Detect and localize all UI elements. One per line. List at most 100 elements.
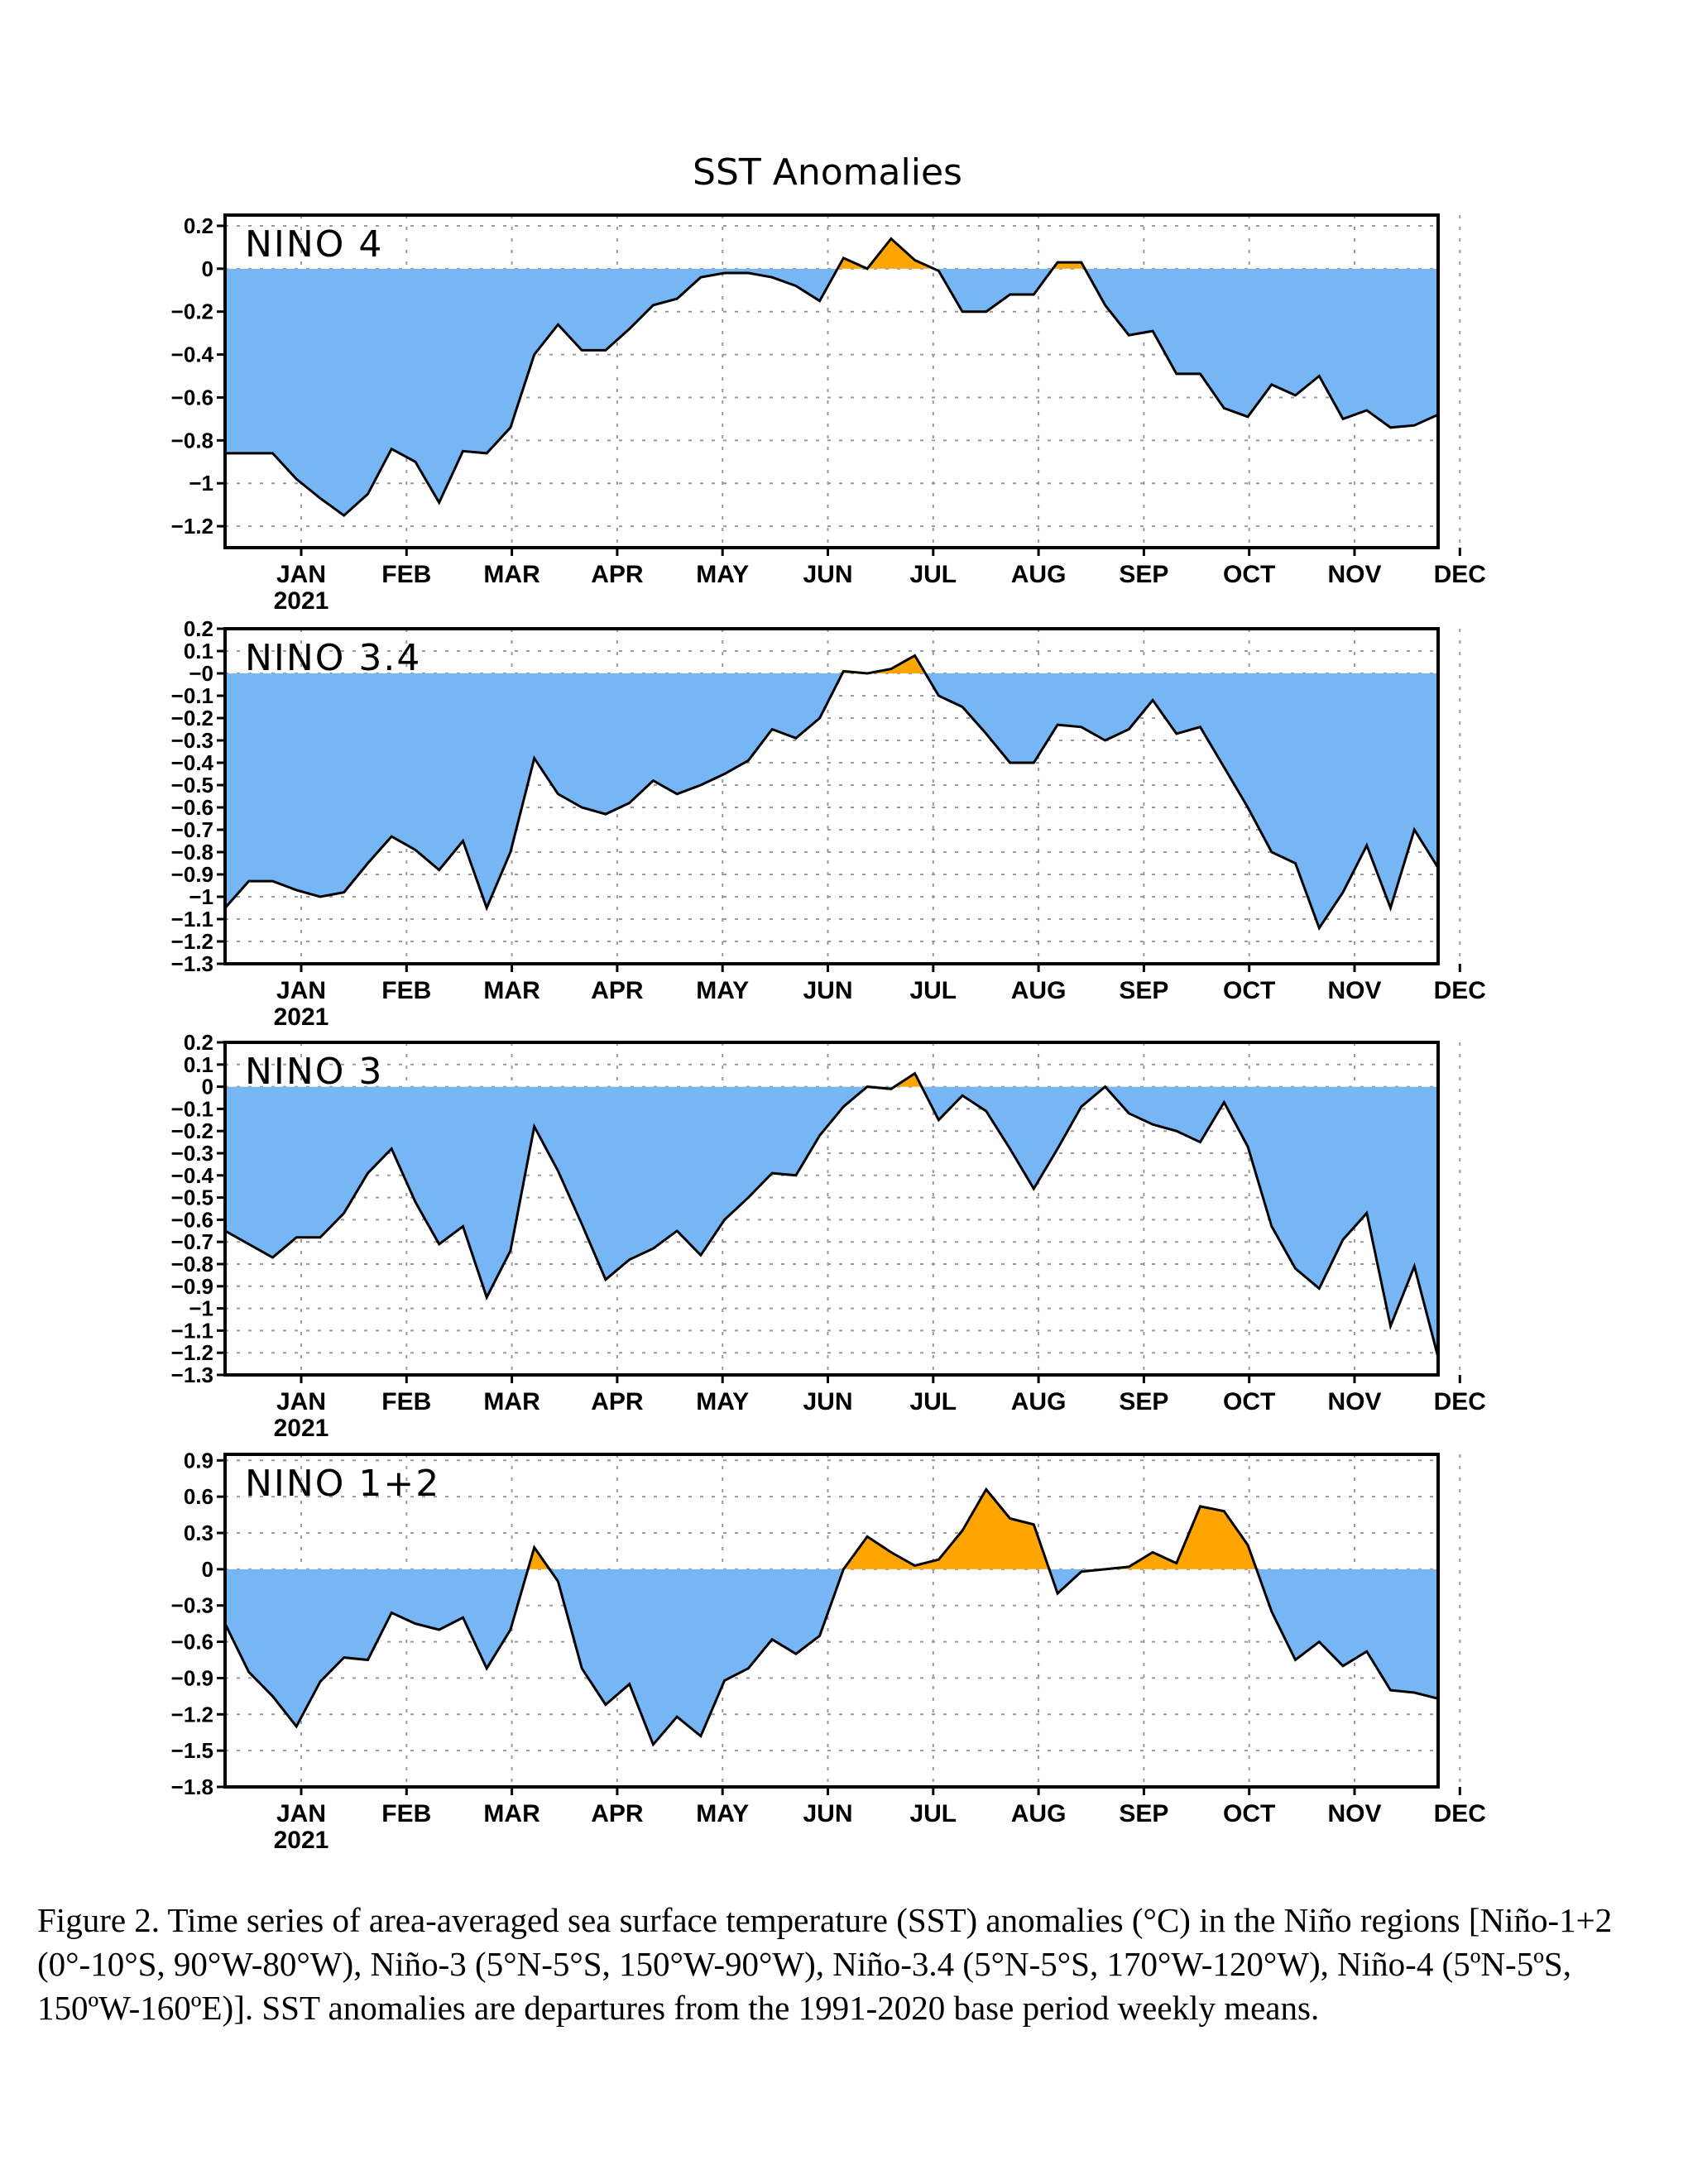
y-tick-label: 0.2 xyxy=(184,616,213,641)
x-tick-label: OCT xyxy=(1223,561,1275,588)
x-tick-label: MAR xyxy=(483,561,540,588)
figure-caption: Figure 2. Time series of area-averaged s… xyxy=(37,1901,1613,2027)
y-tick-label: 0 xyxy=(202,1557,213,1582)
panel-label: NINO 3.4 xyxy=(245,637,421,679)
y-tick-label: −0.7 xyxy=(171,1229,213,1254)
y-tick-label: 0.6 xyxy=(184,1484,213,1509)
x-tick-label: SEP xyxy=(1119,561,1168,588)
negative-anomaly-area xyxy=(225,1569,1438,1745)
positive-anomaly-area xyxy=(225,1489,1438,1569)
y-tick-label: −0.2 xyxy=(171,1118,213,1143)
x-tick-label: JUN xyxy=(803,977,852,1004)
y-tick-label: −1 xyxy=(189,884,213,909)
panel-3: 0.9 0.6 0.3 0 −0.3 −0.6 −0.9 −1.2 −1.5 −1.8 JAN FEB… xyxy=(171,1448,1486,1854)
y-tick-label: −1 xyxy=(189,471,213,496)
plot-frame xyxy=(223,213,1440,549)
y-tick-label: −0.4 xyxy=(171,1163,214,1188)
x-tick-label: APR xyxy=(591,1388,644,1415)
panel-label: NINO 1+2 xyxy=(245,1463,440,1505)
series-line xyxy=(223,1487,1439,1747)
x-tick-label: OCT xyxy=(1223,1388,1275,1415)
y-tick-label: −1.8 xyxy=(171,1774,213,1799)
x-tick-label: NOV xyxy=(1327,977,1381,1004)
x-year-label: 2021 xyxy=(274,1415,329,1442)
plot-frame xyxy=(223,1453,1440,1789)
y-tick-label: −0.6 xyxy=(171,1630,213,1655)
y-tick-label: 0.1 xyxy=(184,1052,213,1077)
x-tick-label: JUL xyxy=(909,1388,957,1415)
x-tick-label: APR xyxy=(591,1800,644,1827)
y-tick-label: 0 xyxy=(202,1075,213,1099)
y-tick-label: −0.5 xyxy=(171,773,213,797)
x-tick-label: JUL xyxy=(909,977,957,1004)
x-tick-label: SEP xyxy=(1119,1800,1168,1827)
x-tick-label: AUG xyxy=(1011,1388,1067,1415)
y-tick-label: 0.2 xyxy=(184,1030,213,1055)
panel-2: 0.20.10−0.1−0.2−0.3−0.4−0.5−0.6−0.7−0.8−… xyxy=(171,1030,1486,1442)
x-tick-label: DEC xyxy=(1434,1388,1486,1415)
y-tick-label: −0.4 xyxy=(171,750,214,775)
x-tick-label: NOV xyxy=(1327,561,1381,588)
y-tick-label: −0.5 xyxy=(171,1185,213,1210)
x-tick-label: DEC xyxy=(1434,1800,1486,1827)
y-tick-label: −1.2 xyxy=(171,1702,213,1727)
y-tick-label: −0.1 xyxy=(171,683,213,708)
y-tick-label: −1.2 xyxy=(171,514,213,539)
chart-panels: 0.2 0 −0.2 −0.4 −0.6 −0.8 −1 −1.2 JAN FEB MAR APR MA… xyxy=(171,213,1486,1854)
x-tick-label: MAR xyxy=(483,1388,540,1415)
y-tick-label: −1.1 xyxy=(171,907,213,932)
x-tick-label: FEB xyxy=(381,561,431,588)
chart-title: SST Anomalies xyxy=(693,151,962,194)
negative-anomaly-area xyxy=(225,268,1438,516)
y-tick-label: 0 xyxy=(202,256,213,281)
x-tick-label: MAR xyxy=(483,1800,540,1827)
series-line xyxy=(224,1071,1440,1358)
y-tick-label: −1.2 xyxy=(171,1340,213,1365)
y-tick-label: −0.3 xyxy=(171,1593,213,1618)
x-tick-label: FEB xyxy=(381,1388,431,1415)
x-year-label: 2021 xyxy=(274,587,329,615)
plot-frame xyxy=(223,627,1440,965)
y-tick-label: 0.1 xyxy=(184,639,213,663)
x-tick-label: MAY xyxy=(696,1800,749,1827)
y-tick-label: −0.6 xyxy=(171,385,213,410)
positive-anomaly-area xyxy=(837,238,1086,269)
x-tick-label: JUN xyxy=(803,1800,852,1827)
x-tick-label: APR xyxy=(591,977,644,1004)
y-tick-label: −0.4 xyxy=(171,342,214,367)
y-tick-label: −1.2 xyxy=(171,929,213,954)
x-tick-label: APR xyxy=(591,561,644,588)
x-tick-label: FEB xyxy=(381,977,431,1004)
x-year-label: 2021 xyxy=(274,1827,329,1854)
y-tick-label: 0.3 xyxy=(184,1521,213,1545)
y-tick-label: −0.7 xyxy=(171,817,213,842)
x-tick-label: JUN xyxy=(803,1388,852,1415)
y-tick-label: −0.3 xyxy=(171,728,213,753)
y-tick-label: −1.1 xyxy=(171,1318,213,1343)
y-tick-label: −1.3 xyxy=(171,951,213,976)
y-tick-label: −0.9 xyxy=(171,1665,213,1690)
series-line xyxy=(223,654,1440,932)
y-tick-label: −1.3 xyxy=(171,1363,213,1387)
x-tick-label: NOV xyxy=(1327,1388,1381,1415)
panel-label: NINO 3 xyxy=(245,1051,383,1093)
x-tick-label: MAY xyxy=(696,561,749,588)
panel-label: NINO 4 xyxy=(245,223,383,266)
x-tick-label: JAN xyxy=(276,561,326,588)
y-tick-label: −0.6 xyxy=(171,795,213,820)
x-tick-label: AUG xyxy=(1011,561,1067,588)
x-tick-label: OCT xyxy=(1223,977,1275,1004)
x-tick-label: AUG xyxy=(1011,1800,1067,1827)
x-tick-label: DEC xyxy=(1434,977,1486,1004)
y-tick-label: −0.9 xyxy=(171,1274,213,1299)
x-tick-label: DEC xyxy=(1434,561,1486,588)
y-tick-label: −0.8 xyxy=(171,1252,213,1276)
y-tick-label: 0.2 xyxy=(184,213,213,238)
x-year-label: 2021 xyxy=(274,1003,329,1031)
x-tick-label: MAY xyxy=(696,1388,749,1415)
y-tick-label: −0.8 xyxy=(171,840,213,864)
y-tick-label: −0.6 xyxy=(171,1207,213,1232)
x-tick-label: MAY xyxy=(696,977,749,1004)
plot-frame xyxy=(223,1041,1440,1377)
y-tick-label: −0.1 xyxy=(171,1096,213,1121)
